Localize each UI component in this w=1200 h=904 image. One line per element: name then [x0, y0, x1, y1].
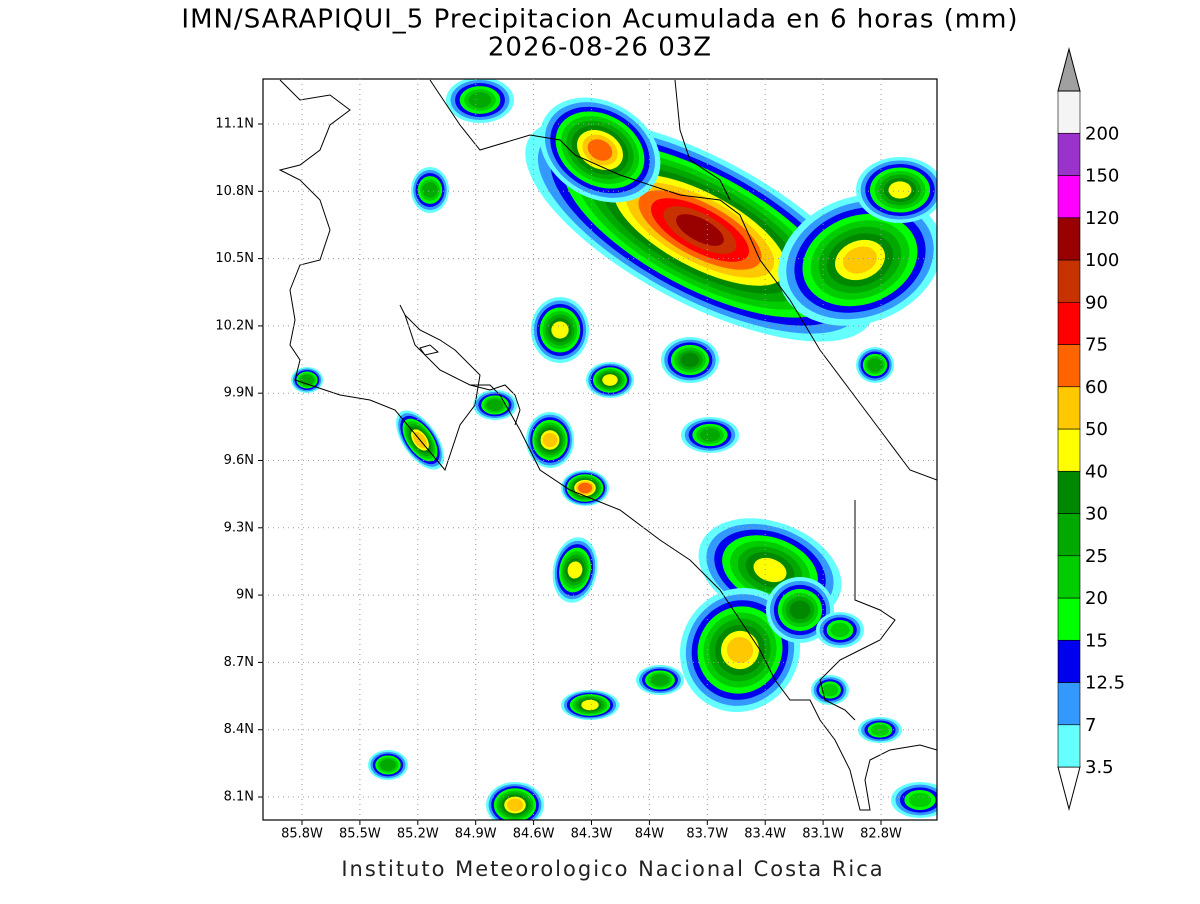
precip-contour: [577, 482, 593, 494]
colorbar-label: 20: [1085, 588, 1108, 609]
lat-label: 9.3N: [224, 520, 254, 535]
lon-label: 83.1W: [802, 827, 844, 842]
colorbar-swatch: [1057, 344, 1081, 388]
precip-contour: [551, 321, 569, 339]
colorbar-swatch: [1057, 470, 1081, 514]
colorbar-swatch: [1057, 555, 1081, 599]
precip-contour: [651, 674, 669, 686]
precip-contour: [581, 699, 599, 711]
lon-label: 84.6W: [513, 827, 555, 842]
lon-label: 82.8W: [860, 827, 902, 842]
colorbar-swatch: [1057, 386, 1081, 430]
precip-contour: [676, 214, 724, 246]
precip-contour: [380, 759, 396, 771]
map-frame: [262, 78, 938, 821]
lon-label: 83.7W: [686, 827, 728, 842]
colorbar-label: 100: [1085, 250, 1119, 271]
colorbar-swatch: [1057, 428, 1081, 472]
precip-contour: [867, 358, 883, 372]
colorbar-swatch: [1057, 513, 1081, 557]
lon-label: 83.4W: [744, 827, 786, 842]
precip-contour: [506, 798, 524, 812]
precip-contour: [567, 561, 583, 579]
lat-label: 11.1N: [215, 117, 254, 132]
lat-label: 9.9N: [224, 386, 254, 401]
colorbar-label: 12.5: [1085, 673, 1125, 694]
colorbar-label: 25: [1085, 546, 1108, 567]
colorbar-swatch: [1057, 175, 1081, 219]
precip-contour: [726, 636, 754, 664]
colorbar-label: 3.5: [1085, 757, 1114, 778]
colorbar-swatch: [1057, 301, 1081, 345]
lat-label: 9.6N: [224, 453, 254, 468]
lon-label: 84W: [635, 827, 665, 842]
colorbar-swatch: [1057, 682, 1081, 726]
lat-label: 8.4N: [224, 722, 254, 737]
colorbar-label: 90: [1085, 292, 1108, 313]
colorbar-swatch: [1057, 90, 1081, 134]
colorbar-swatch: [1057, 724, 1081, 768]
precip-contour: [602, 374, 618, 386]
precip-contour: [422, 182, 438, 198]
title: IMN/SARAPIQUI_5 Precipitacion Acumulada …: [181, 5, 1018, 35]
precip-contour: [789, 600, 811, 620]
precip-contour: [830, 622, 850, 638]
colorbar-swatch: [1057, 217, 1081, 261]
precip-contour: [680, 352, 700, 368]
lat-label: 9N: [236, 588, 254, 603]
colorbar-swatch: [1057, 259, 1081, 303]
colorbar-label: 60: [1085, 377, 1108, 398]
precip-contour: [699, 428, 721, 442]
colorbar-label: 15: [1085, 630, 1108, 651]
subtitle: 2026-08-26 03Z: [488, 33, 712, 63]
lat-label: 10.2N: [215, 318, 254, 333]
precip-contour: [843, 246, 877, 274]
colorbar-label: 50: [1085, 419, 1108, 440]
lon-label: 84.3W: [571, 827, 613, 842]
lon-label: 85.8W: [281, 827, 323, 842]
precip-contour: [753, 557, 787, 583]
colorbar-label: 40: [1085, 461, 1108, 482]
colorbar-label: 200: [1085, 123, 1119, 144]
coastlines: [278, 79, 937, 811]
precip-field: [291, 79, 937, 820]
colorbar-label: 150: [1085, 166, 1119, 187]
credit: Instituto Meteorologico Nacional Costa R…: [341, 857, 884, 881]
precip-contour: [468, 92, 492, 108]
colorbar-label: 30: [1085, 504, 1108, 525]
lat-label: 8.1N: [224, 790, 254, 805]
precip-contour: [888, 181, 912, 199]
colorbar-low-arrow: [1057, 766, 1081, 811]
precip-contour: [908, 792, 932, 808]
precip-contour: [821, 683, 839, 697]
lon-label: 84.9W: [455, 827, 497, 842]
colorbar-swatch: [1057, 597, 1081, 641]
colorbar-swatch: [1057, 639, 1081, 683]
precip-contour: [870, 724, 890, 736]
precip-contour: [486, 399, 504, 411]
lon-label: 85.5W: [339, 827, 381, 842]
lat-label: 8.7N: [224, 655, 254, 670]
precip-contour: [587, 139, 613, 161]
precip-contour: [542, 432, 558, 448]
lon-label: 85.2W: [397, 827, 439, 842]
colorbar-label: 120: [1085, 208, 1119, 229]
lat-label: 10.8N: [215, 184, 254, 199]
colorbar-high-arrow: [1057, 47, 1081, 92]
colorbar-label: 75: [1085, 335, 1108, 356]
colorbar-swatch: [1057, 132, 1081, 176]
lat-label: 10.5N: [215, 251, 254, 266]
colorbar-label: 7: [1085, 715, 1096, 736]
